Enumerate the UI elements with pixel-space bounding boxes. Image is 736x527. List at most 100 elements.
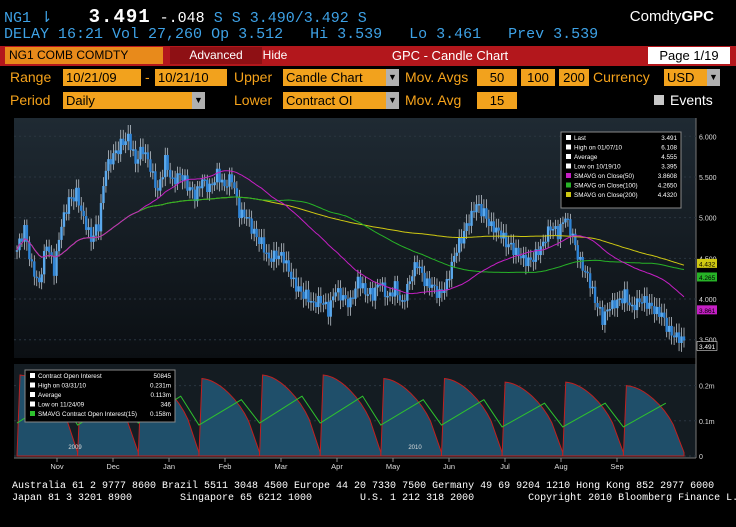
candle-chart[interactable]: 6.0005.5005.0004.5004.0003.5004.4324.265…: [9, 112, 721, 474]
candle-body: [299, 286, 303, 292]
period-select[interactable]: Daily ▼: [63, 92, 205, 109]
movavg-input[interactable]: 15: [477, 92, 517, 109]
candle-body: [524, 254, 528, 267]
events-checkbox[interactable]: [654, 95, 664, 105]
candle-body: [198, 186, 202, 189]
legend-value: 3.491: [661, 135, 677, 142]
candle-body: [336, 288, 340, 293]
candle-body: [255, 228, 258, 238]
chevron-down-icon[interactable]: ▼: [707, 69, 720, 86]
sma50-line: [16, 170, 685, 298]
x-tick-label: Nov: [50, 462, 64, 471]
candle-body: [164, 155, 167, 178]
candle-body: [181, 175, 184, 181]
candle-body: [401, 300, 404, 302]
candle-body: [223, 179, 226, 187]
legend-value: 4.555: [661, 154, 677, 161]
candle-body: [176, 173, 179, 184]
candle-body: [89, 227, 93, 242]
period-select-value: Daily: [66, 93, 95, 108]
candle-body: [277, 255, 281, 260]
currency-select[interactable]: USD ▼: [664, 69, 720, 86]
oi-area: [198, 378, 261, 457]
range-from-input[interactable]: 10/21/09: [63, 69, 141, 86]
footer-line-2: Japan 81 3 3201 8900 Singapore 65 6212 1…: [12, 493, 736, 504]
candle-body: [512, 242, 515, 255]
candle-body: [161, 177, 164, 180]
candle-body: [220, 179, 224, 183]
candle-body: [559, 223, 562, 240]
candle-body: [30, 259, 34, 262]
oi-area: [440, 378, 503, 457]
chevron-down-icon[interactable]: ▼: [192, 92, 205, 109]
ma1-input[interactable]: 50: [477, 69, 517, 86]
chevron-down-icon[interactable]: ▼: [386, 92, 399, 109]
lower-select[interactable]: Contract OI ▼: [283, 92, 399, 109]
candle-body: [544, 241, 547, 244]
candle-body: [371, 287, 374, 301]
candle-body: [448, 278, 451, 281]
candle-body: [413, 262, 416, 277]
candle-body: [282, 252, 285, 264]
legend-swatch: [566, 144, 571, 150]
security-field[interactable]: NG1 COMB COMDTY: [5, 47, 163, 64]
candle-body: [97, 224, 100, 232]
page-indicator[interactable]: Page 1/19: [648, 47, 730, 64]
candle-body: [638, 298, 641, 303]
candle-body: [374, 287, 377, 301]
candle-body: [467, 223, 471, 226]
candle-body: [361, 283, 365, 289]
candle-body: [583, 270, 587, 273]
candle-body: [571, 233, 575, 236]
candle-body: [332, 296, 335, 301]
oi-tick-label: 0.1m: [699, 419, 715, 426]
candle-body: [611, 300, 614, 310]
candle-body: [455, 252, 458, 256]
candle-body: [635, 298, 639, 311]
delay-text: DELAY 16:21: [4, 26, 104, 43]
upper-select[interactable]: Candle Chart ▼: [283, 69, 399, 86]
candle-body: [376, 284, 379, 288]
movavgs-label: Mov. Avgs: [405, 69, 469, 85]
legend-label: SMAVG on Close(100): [574, 183, 638, 190]
chevron-down-icon[interactable]: ▼: [386, 69, 399, 86]
candle-body: [433, 284, 436, 287]
candle-body: [633, 304, 636, 311]
candle-body: [178, 173, 182, 176]
candle-body: [517, 247, 520, 257]
currency-label: Currency: [593, 69, 650, 85]
legend-label: Last: [574, 135, 586, 142]
movavg-label: Mov. Avg: [405, 92, 462, 108]
range-to-input[interactable]: 10/21/10: [155, 69, 227, 86]
legend-swatch: [566, 135, 571, 140]
advanced-button[interactable]: Advanced: [170, 47, 262, 64]
candle-body: [428, 278, 431, 288]
candle-body: [188, 187, 192, 191]
candle-body: [519, 256, 523, 259]
candle-body: [203, 179, 206, 181]
legend-value: 6.108: [661, 145, 677, 152]
candle-body: [60, 226, 63, 240]
candle-body: [658, 306, 661, 317]
candle-body: [660, 312, 663, 317]
candle-body: [383, 282, 387, 297]
candle-body: [156, 187, 160, 191]
ma2-input[interactable]: 100: [521, 69, 555, 86]
hide-button[interactable]: Hide: [262, 48, 288, 62]
candle-body: [33, 261, 36, 277]
period-label: Period: [10, 92, 51, 108]
year-tick-label: 2009: [68, 445, 82, 451]
candle-body: [245, 217, 248, 219]
candle-body: [532, 259, 535, 262]
legend-swatch: [566, 173, 571, 178]
candle-body: [151, 171, 155, 173]
range-label: Range: [10, 69, 52, 85]
ma3-input[interactable]: 200: [559, 69, 589, 86]
oi-legend-swatch: [30, 382, 35, 388]
oi-area: [501, 381, 564, 457]
candle-body: [495, 227, 498, 233]
candle-body: [159, 179, 162, 191]
candle-body: [84, 216, 88, 230]
legend-value: 4.2650: [658, 183, 678, 190]
legend-label: SMAVG on Close(200): [574, 192, 638, 199]
